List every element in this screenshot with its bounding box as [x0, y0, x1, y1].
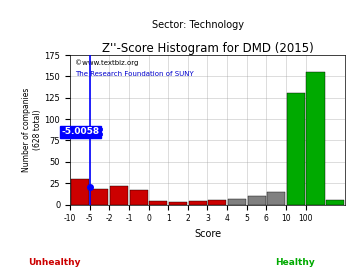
Text: Healthy: Healthy: [275, 258, 315, 266]
Bar: [287, 93, 305, 204]
Bar: [71, 179, 89, 204]
Bar: [228, 198, 246, 204]
Text: -5.0058: -5.0058: [62, 127, 100, 136]
Title: Z''-Score Histogram for DMD (2015): Z''-Score Histogram for DMD (2015): [102, 42, 313, 55]
Bar: [326, 200, 344, 204]
Bar: [169, 202, 187, 204]
Text: Unhealthy: Unhealthy: [28, 258, 80, 266]
X-axis label: Score: Score: [194, 229, 221, 239]
Bar: [149, 201, 167, 204]
Text: ©www.textbiz.org: ©www.textbiz.org: [76, 59, 139, 66]
Bar: [306, 72, 325, 204]
Bar: [90, 189, 108, 204]
Y-axis label: Number of companies
(628 total): Number of companies (628 total): [22, 87, 42, 172]
Bar: [267, 192, 285, 204]
Bar: [189, 201, 207, 204]
Bar: [248, 196, 266, 204]
Text: Sector: Technology: Sector: Technology: [152, 20, 244, 30]
Bar: [130, 190, 148, 204]
Bar: [208, 200, 226, 204]
Bar: [110, 186, 128, 204]
Text: The Research Foundation of SUNY: The Research Foundation of SUNY: [76, 72, 194, 77]
